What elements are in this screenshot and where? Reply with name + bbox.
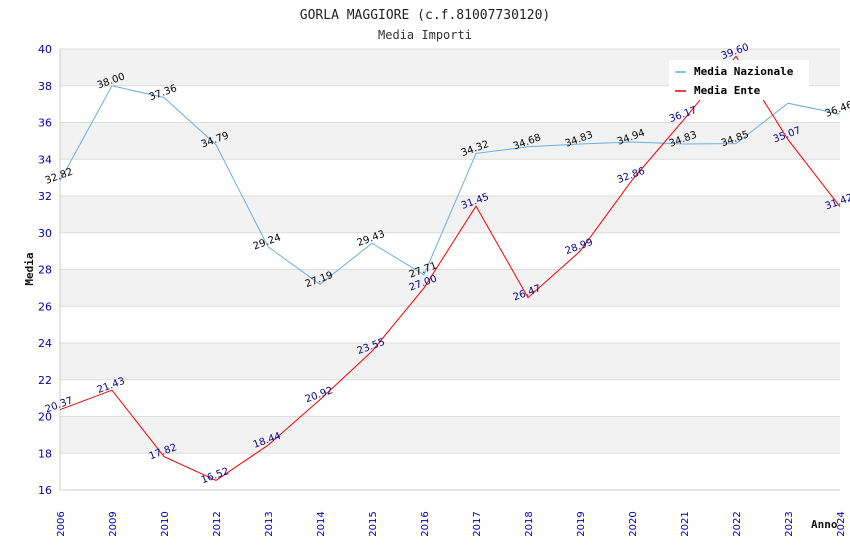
x-tick-label: 2022: [732, 511, 743, 536]
x-tick-label: 2023: [784, 511, 795, 536]
grid-band: [60, 122, 840, 160]
y-tick-label: 36: [38, 117, 52, 130]
y-tick-label: 38: [38, 80, 52, 93]
x-tick-label: 2020: [628, 511, 639, 536]
x-tick-label: 2017: [472, 511, 483, 536]
grid-band: [60, 159, 840, 196]
grid-band: [60, 453, 840, 490]
x-tick-label: 2010: [160, 511, 171, 536]
chart-title: GORLA MAGGIORE (c.f.81007730120): [300, 8, 550, 23]
y-tick-label: 28: [38, 264, 52, 277]
x-tick-label: 2013: [264, 511, 275, 536]
x-tick-label: 2016: [420, 511, 431, 536]
grid-band: [60, 416, 840, 454]
x-tick-label: 2024: [836, 511, 847, 536]
x-axis-label: Anno: [811, 518, 838, 531]
grid-lines: [59, 48, 840, 491]
x-tick-label: 2006: [56, 511, 67, 536]
legend-label-media-nazionale: Media Nazionale: [694, 65, 794, 78]
x-tick-label: 2015: [368, 511, 379, 536]
grid-band: [60, 343, 840, 380]
grid-bands: [60, 49, 840, 490]
y-tick-label: 24: [38, 337, 52, 350]
y-tick-label: 26: [38, 300, 52, 313]
y-axis-label: Media: [23, 252, 36, 285]
series-line-media-nazionale: [59, 85, 841, 286]
y-tick-label: 20: [38, 411, 52, 424]
grid-band: [60, 306, 840, 343]
x-tick-label: 2012: [212, 511, 223, 536]
x-tick-label: 2021: [680, 511, 691, 536]
x-tick-label: 2014: [316, 511, 327, 536]
grid-band: [60, 379, 840, 417]
x-tick-label: 2009: [108, 511, 119, 536]
grid-band: [60, 269, 840, 307]
y-ticks: 16 18 20 22 24 26 28 30 32 34 36 38 40: [38, 43, 52, 497]
legend-box: [669, 60, 809, 100]
legend: Media Nazionale Media Ente: [669, 60, 809, 100]
y-tick-label: 34: [38, 153, 52, 166]
legend-label-media-ente: Media Ente: [694, 84, 761, 97]
x-tick-label: 2018: [524, 511, 535, 536]
y-tick-label: 22: [38, 374, 52, 387]
y-tick-label: 32: [38, 190, 52, 203]
y-tick-label: 30: [38, 227, 52, 240]
x-ticks: 2006 2009 2010 2012 2013 2014 2015 2016 2017 2018…: [56, 511, 847, 536]
chart-subtitle: Media Importi: [378, 28, 472, 42]
x-tick-label: 2019: [576, 511, 587, 536]
grid-band: [60, 232, 840, 270]
y-tick-label: 18: [38, 447, 52, 460]
y-tick-label: 40: [38, 43, 52, 56]
y-tick-label: 16: [38, 484, 52, 497]
